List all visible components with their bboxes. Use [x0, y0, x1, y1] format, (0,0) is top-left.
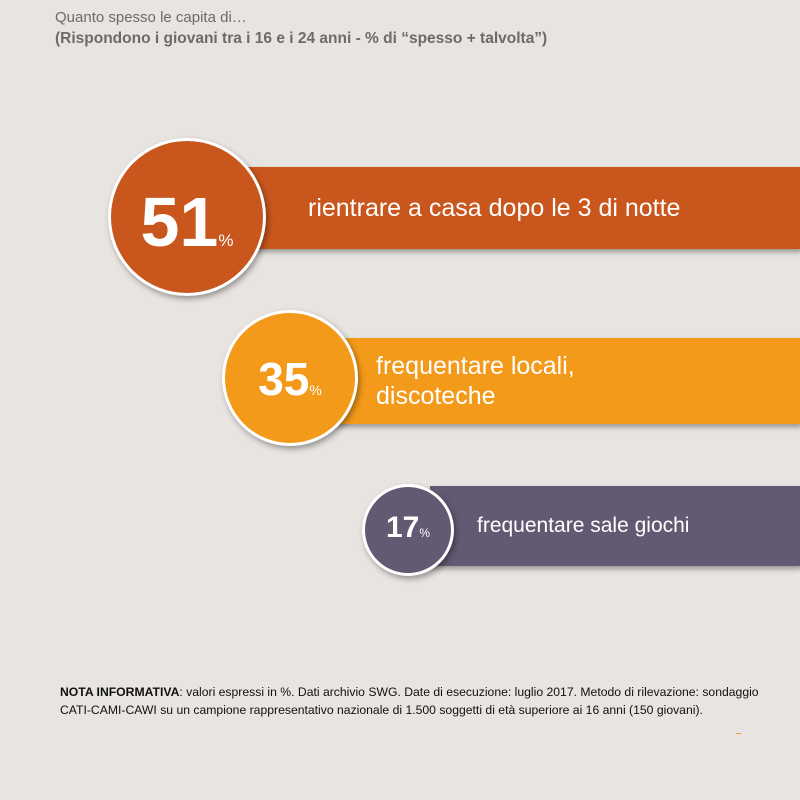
item-row-2: frequentare locali, discoteche 35 %	[222, 310, 800, 454]
footnote-heading: NOTA INFORMATIVA	[60, 685, 180, 699]
bar-3: frequentare sale giochi	[430, 486, 800, 566]
bar-2: frequentare locali, discoteche	[322, 338, 800, 424]
value-number-3: 17	[385, 511, 420, 544]
value-circle-3: 17 %	[362, 484, 454, 576]
bar-label-3: frequentare sale giochi	[477, 513, 689, 538]
decorative-mark	[736, 733, 741, 734]
value-number-1: 51	[140, 183, 219, 261]
value-circle-2: 35 %	[222, 310, 358, 446]
bar-label-3-line-1: frequentare sale giochi	[477, 514, 690, 538]
chart-base: (Rispondono i giovani tra i 16 e i 24 an…	[55, 30, 548, 47]
chart-question: Quanto spesso le capita di…	[55, 9, 247, 26]
bar-label-1-line-1: rientrare a casa dopo le 3 di notte	[308, 194, 681, 222]
value-unit-1: %	[218, 231, 234, 250]
chart-header: Quanto spesso le capita di… (Rispondono …	[55, 8, 775, 50]
footnote-text: : valori espressi in %. Dati archivio SW…	[60, 685, 759, 717]
item-row-1: rientrare a casa dopo le 3 di notte 51 %	[108, 138, 800, 296]
footnote: NOTA INFORMATIVA: valori espressi in %. …	[60, 684, 765, 719]
bar-label-2-line-1: frequentare locali,	[376, 352, 575, 380]
value-unit-2: %	[309, 382, 322, 398]
value-unit-3: %	[419, 526, 431, 540]
value-circle-1: 51 %	[108, 138, 266, 296]
bar-label-2-line-2: discoteche	[376, 382, 496, 410]
bar-1: rientrare a casa dopo le 3 di notte	[218, 167, 800, 249]
value-number-2: 35	[258, 353, 310, 405]
bar-label-1: rientrare a casa dopo le 3 di notte	[308, 193, 680, 223]
item-row-3: frequentare sale giochi 17 %	[362, 484, 800, 576]
bar-label-2: frequentare locali, discoteche	[376, 351, 575, 411]
